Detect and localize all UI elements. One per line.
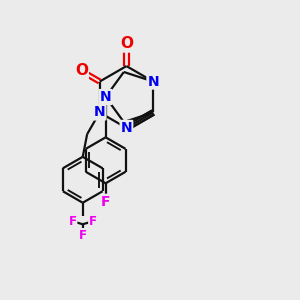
Text: O: O <box>120 37 133 52</box>
Text: N: N <box>100 90 112 104</box>
Text: N: N <box>121 121 132 135</box>
Text: F: F <box>101 195 110 209</box>
Text: N: N <box>94 106 106 119</box>
Text: F: F <box>89 215 97 228</box>
Text: F: F <box>79 229 87 242</box>
Text: N: N <box>147 74 159 88</box>
Text: O: O <box>75 63 88 78</box>
Text: F: F <box>68 215 76 228</box>
